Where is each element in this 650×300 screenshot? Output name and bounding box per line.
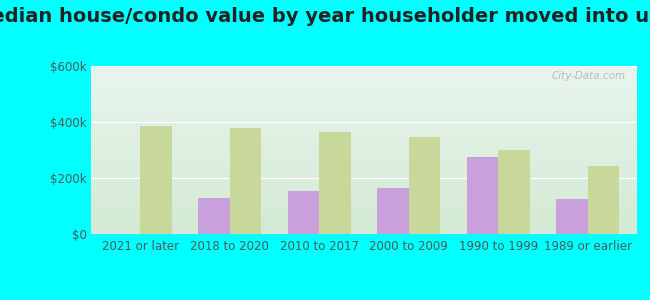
Bar xyxy=(319,132,350,234)
Bar xyxy=(378,188,409,234)
Bar xyxy=(288,190,319,234)
Text: Median house/condo value by year householder moved into unit: Median house/condo value by year househo… xyxy=(0,8,650,26)
Bar xyxy=(198,198,229,234)
Bar xyxy=(229,128,261,234)
Text: City-Data.com: City-Data.com xyxy=(552,71,626,81)
Bar xyxy=(588,166,619,234)
Bar xyxy=(409,137,440,234)
Bar xyxy=(499,150,530,234)
Bar xyxy=(467,157,499,234)
Bar xyxy=(556,199,588,234)
Bar xyxy=(140,126,172,234)
